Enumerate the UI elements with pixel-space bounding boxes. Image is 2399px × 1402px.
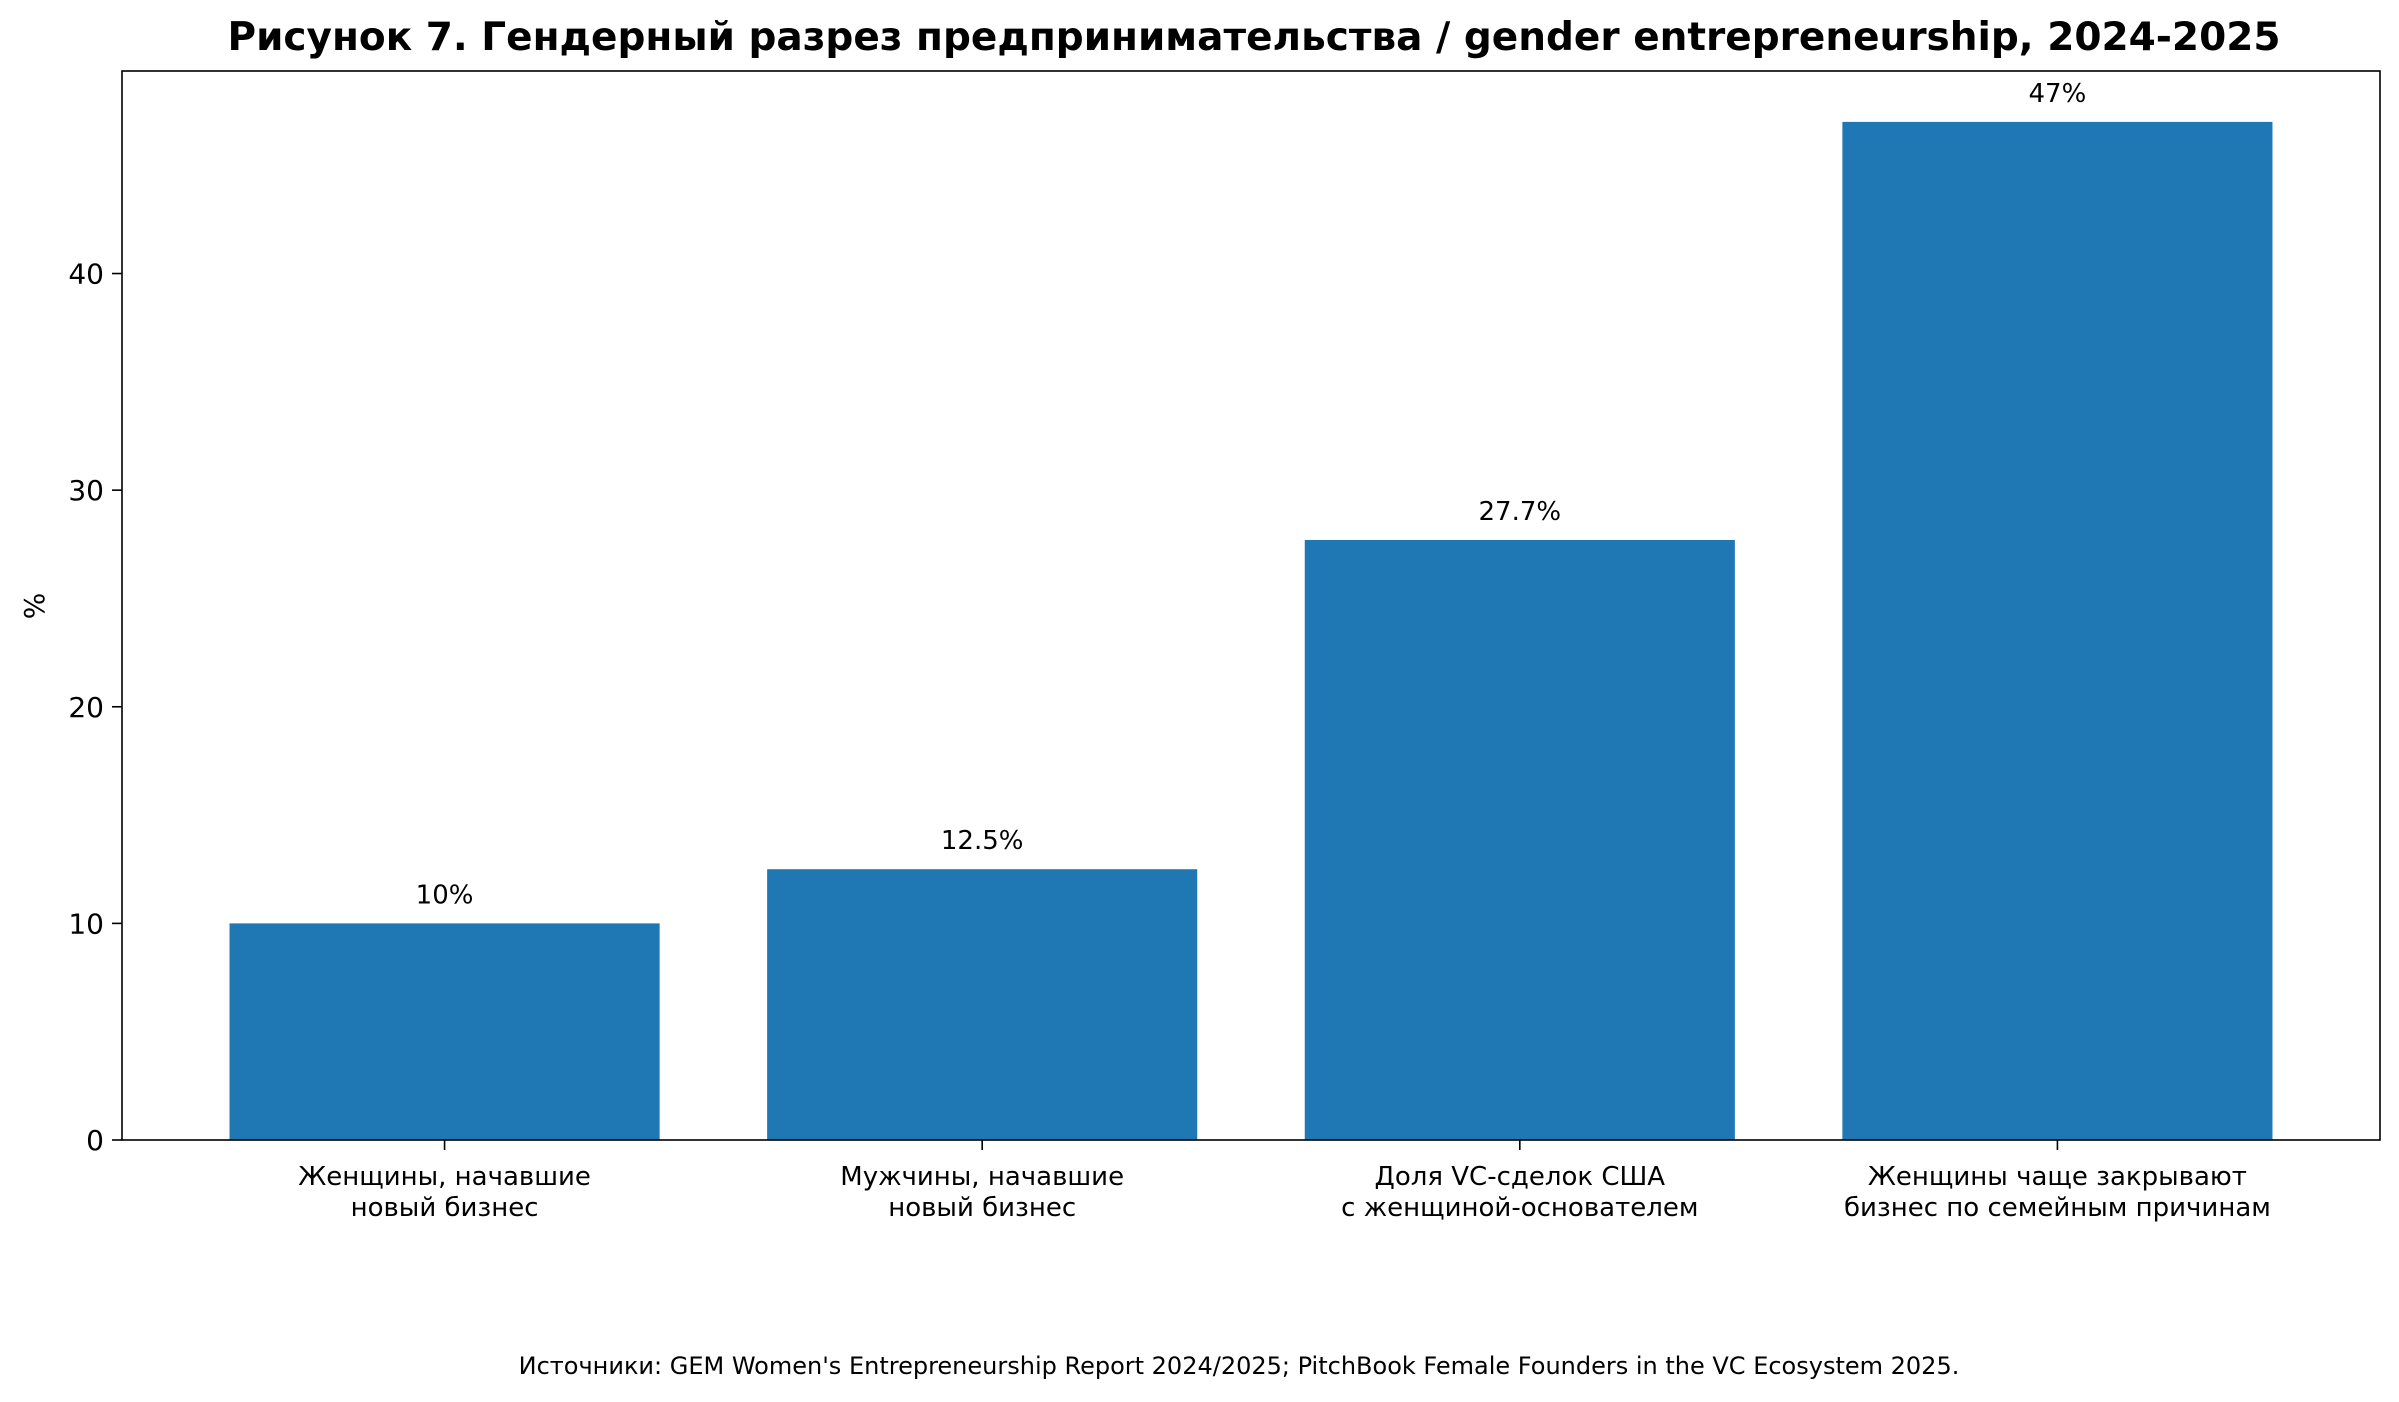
bar <box>1304 539 1735 1140</box>
x-tick-label: новый бизнес <box>888 1193 1076 1223</box>
chart-title: Рисунок 7. Гендерный разрез предпринимат… <box>228 15 2281 60</box>
x-tick-label: Женщины чаще закрывают <box>1868 1162 2247 1192</box>
y-axis-label: % <box>18 593 51 620</box>
x-tick-label: Женщины, начавшие <box>298 1162 591 1192</box>
bar-value-label: 10% <box>416 880 474 910</box>
y-tick-label: 10 <box>68 907 104 940</box>
bar-value-label: 12.5% <box>941 826 1024 856</box>
source-note: Источники: GEM Women's Entrepreneurship … <box>519 1352 1960 1380</box>
x-tick-label: новый бизнес <box>351 1193 539 1223</box>
y-tick-label: 0 <box>86 1124 104 1157</box>
y-tick-label: 40 <box>68 258 104 291</box>
bar-value-label: 27.7% <box>1479 497 1562 527</box>
bar <box>229 923 660 1140</box>
y-tick-label: 30 <box>68 474 104 507</box>
bar <box>1842 121 2273 1140</box>
bar <box>767 869 1198 1140</box>
y-tick-label: 20 <box>68 691 104 724</box>
x-tick-label: бизнес по семейным причинам <box>1844 1193 2271 1223</box>
axes-frame <box>121 70 2381 1141</box>
x-tick-label: Доля VC-сделок США <box>1375 1162 1666 1192</box>
bar-value-label: 47% <box>2029 79 2087 109</box>
x-tick-label: Мужчины, начавшие <box>840 1162 1124 1192</box>
x-tick-label: с женщиной-основателем <box>1341 1193 1698 1223</box>
